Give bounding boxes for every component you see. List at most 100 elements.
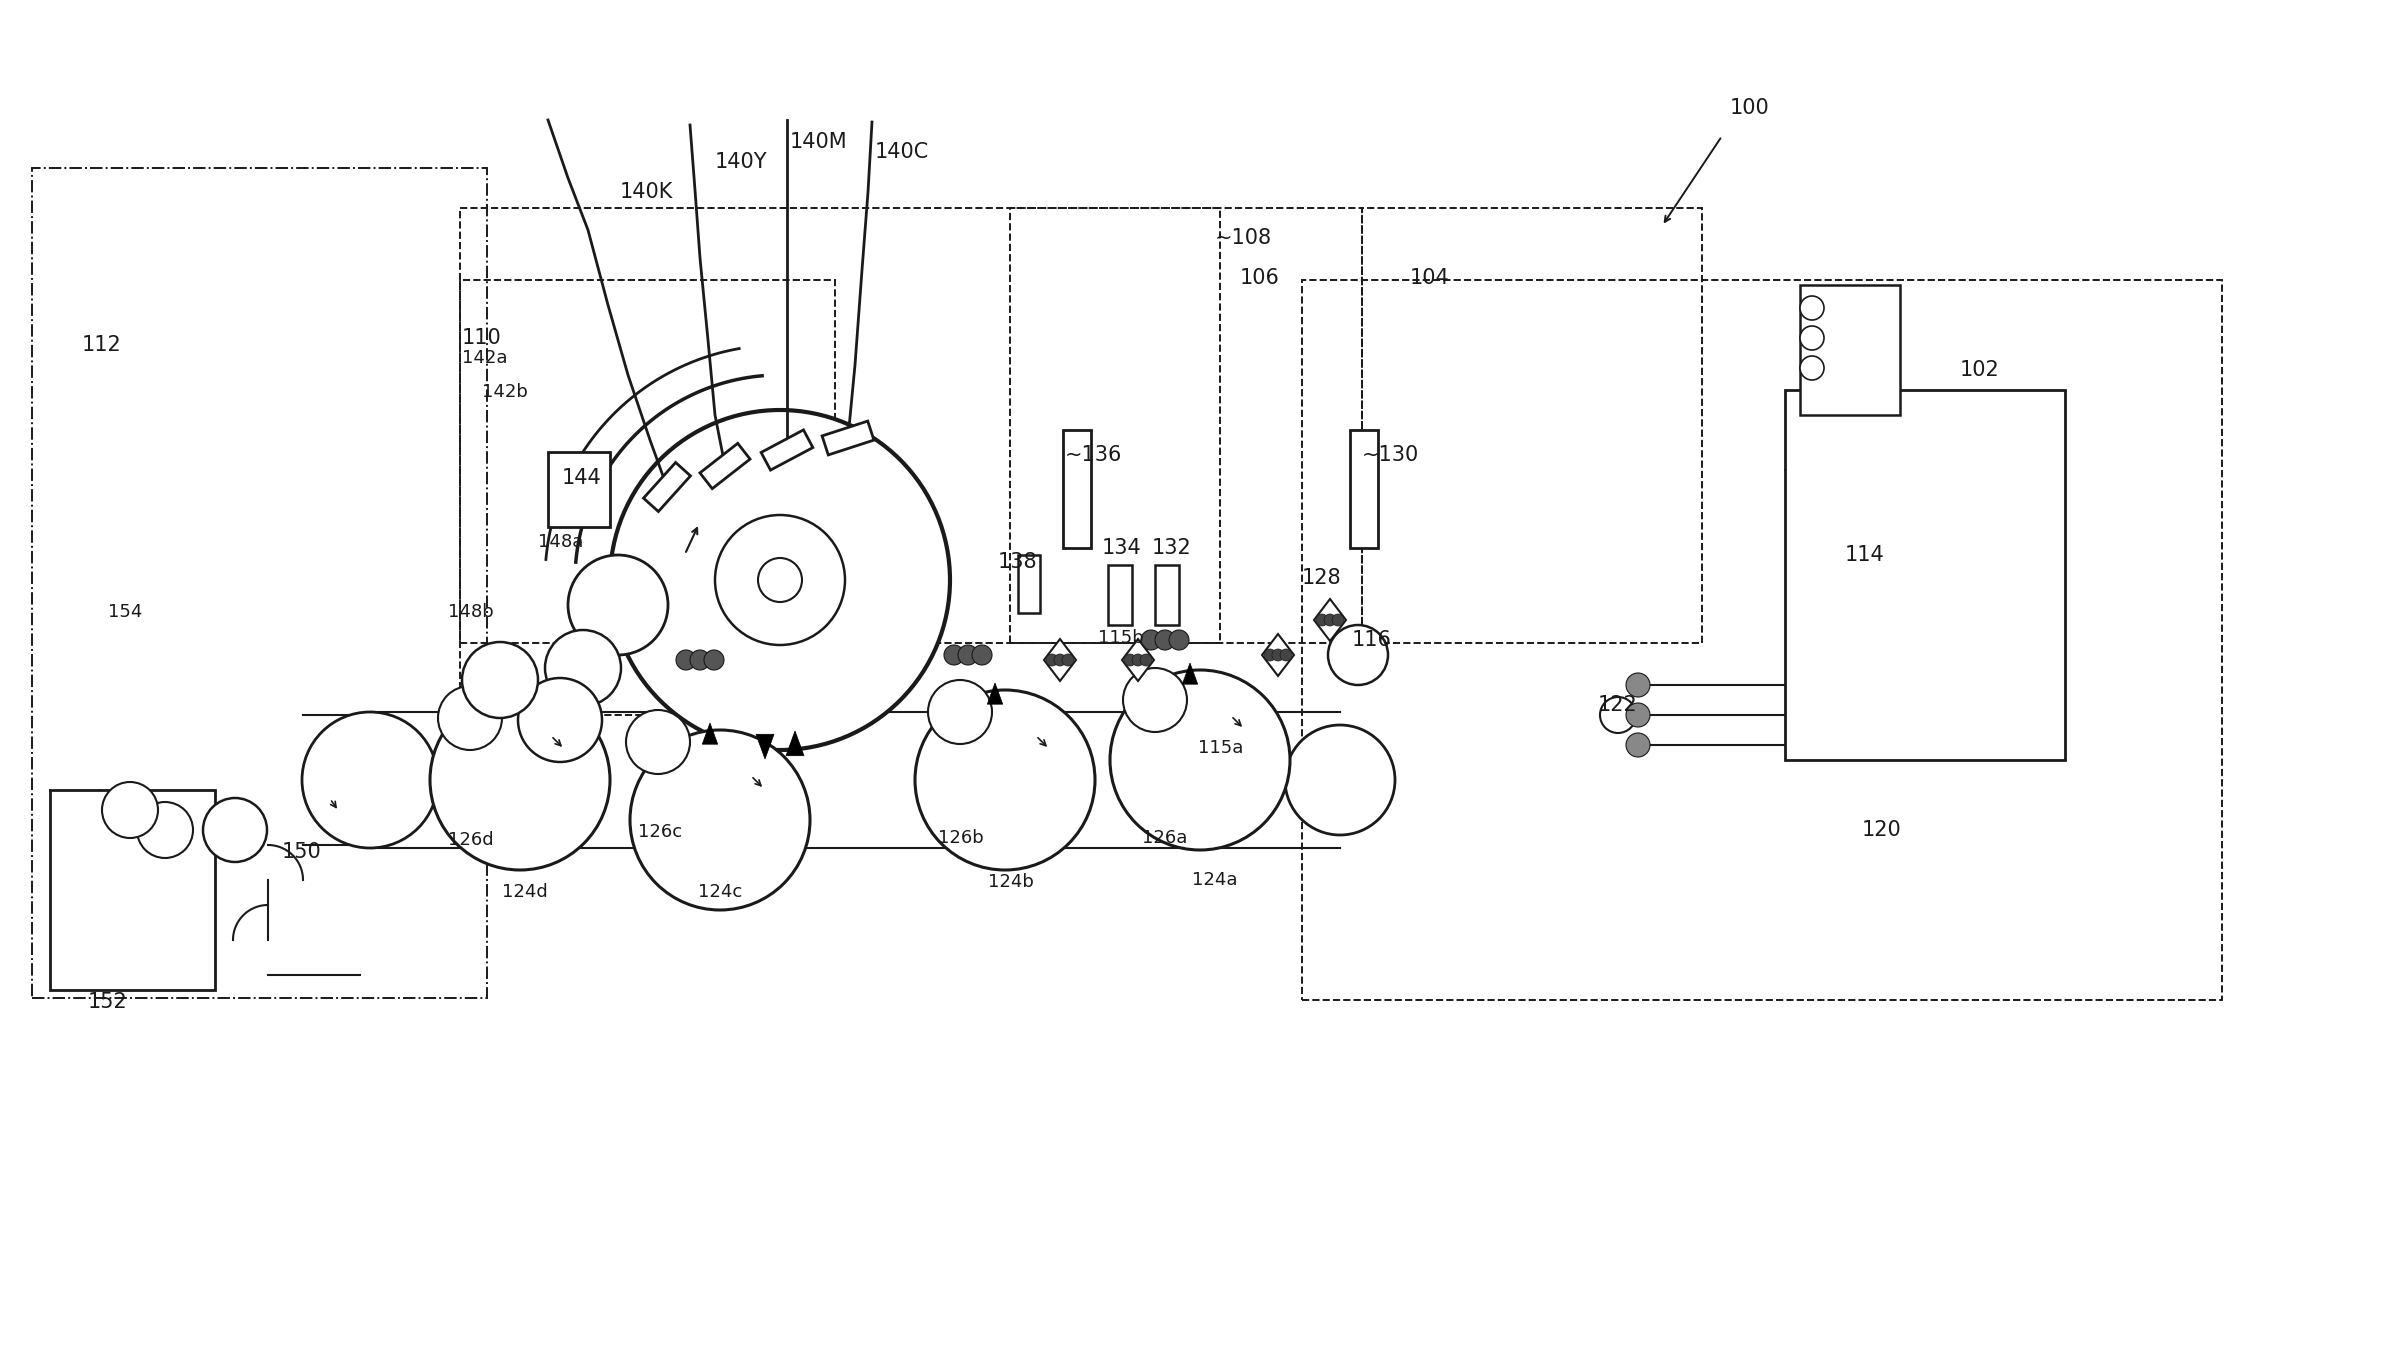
Bar xyxy=(50,790,216,990)
Text: 124d: 124d xyxy=(503,883,549,900)
Circle shape xyxy=(1799,356,1823,379)
Circle shape xyxy=(429,690,611,869)
Circle shape xyxy=(103,782,158,838)
Polygon shape xyxy=(702,724,719,744)
Bar xyxy=(1107,566,1131,625)
Text: 134: 134 xyxy=(1102,539,1143,558)
Bar xyxy=(1361,208,1701,643)
Text: 142a: 142a xyxy=(462,350,508,367)
Circle shape xyxy=(1325,614,1337,626)
Circle shape xyxy=(973,645,992,666)
Circle shape xyxy=(1124,668,1186,732)
Text: 110: 110 xyxy=(462,328,501,348)
Text: 140Y: 140Y xyxy=(714,153,767,171)
Polygon shape xyxy=(822,421,875,455)
Polygon shape xyxy=(987,683,1002,705)
Text: 124c: 124c xyxy=(697,883,743,900)
Circle shape xyxy=(1140,630,1162,649)
Text: 124a: 124a xyxy=(1191,871,1236,890)
Circle shape xyxy=(611,410,949,751)
Text: ~130: ~130 xyxy=(1361,446,1418,464)
Text: 120: 120 xyxy=(1862,819,1902,840)
Text: 102: 102 xyxy=(1960,360,2001,379)
Circle shape xyxy=(1601,697,1636,733)
Text: 152: 152 xyxy=(89,992,127,1012)
Circle shape xyxy=(1279,649,1291,662)
Circle shape xyxy=(944,645,963,666)
Text: 126c: 126c xyxy=(637,824,683,841)
Circle shape xyxy=(630,730,810,910)
Text: 142b: 142b xyxy=(482,383,527,401)
Circle shape xyxy=(462,643,539,718)
Circle shape xyxy=(927,680,992,744)
Bar xyxy=(1018,555,1040,613)
Circle shape xyxy=(1315,614,1327,626)
Text: 115b: 115b xyxy=(1097,629,1143,647)
Circle shape xyxy=(302,711,438,848)
Bar xyxy=(1155,566,1179,625)
Circle shape xyxy=(1799,325,1823,350)
Polygon shape xyxy=(1121,639,1155,680)
Text: 100: 100 xyxy=(1730,99,1771,117)
Circle shape xyxy=(1799,296,1823,320)
Circle shape xyxy=(1054,653,1066,666)
Circle shape xyxy=(1047,653,1059,666)
Text: ~108: ~108 xyxy=(1215,228,1272,248)
Text: 128: 128 xyxy=(1301,568,1342,589)
Circle shape xyxy=(1061,653,1073,666)
Polygon shape xyxy=(645,463,690,512)
Circle shape xyxy=(958,645,978,666)
Text: 122: 122 xyxy=(1598,695,1639,716)
Text: 148a: 148a xyxy=(539,533,582,551)
Text: 144: 144 xyxy=(563,468,601,487)
Bar xyxy=(1064,431,1090,548)
Circle shape xyxy=(438,686,503,751)
Circle shape xyxy=(204,798,266,863)
Circle shape xyxy=(714,514,846,645)
Circle shape xyxy=(518,678,601,761)
Circle shape xyxy=(1327,625,1387,684)
Polygon shape xyxy=(762,429,812,470)
Text: 140K: 140K xyxy=(621,182,673,202)
Text: 140M: 140M xyxy=(791,132,848,153)
Text: 132: 132 xyxy=(1152,539,1191,558)
Circle shape xyxy=(568,555,668,655)
Text: 126a: 126a xyxy=(1143,829,1188,846)
Bar xyxy=(549,452,611,526)
Circle shape xyxy=(1627,674,1651,697)
Circle shape xyxy=(1265,649,1277,662)
Circle shape xyxy=(1131,653,1143,666)
Text: 154: 154 xyxy=(108,603,141,621)
Text: 138: 138 xyxy=(999,552,1037,572)
Circle shape xyxy=(1169,630,1188,649)
Polygon shape xyxy=(786,730,805,756)
Text: 115a: 115a xyxy=(1198,738,1244,757)
Text: 112: 112 xyxy=(81,335,122,355)
Circle shape xyxy=(1124,653,1136,666)
Text: ~136: ~136 xyxy=(1064,446,1121,464)
Polygon shape xyxy=(1045,639,1076,680)
Text: 150: 150 xyxy=(283,842,321,863)
Circle shape xyxy=(1627,733,1651,757)
Text: 114: 114 xyxy=(1845,545,1886,566)
Text: 126b: 126b xyxy=(937,829,985,846)
Bar xyxy=(460,279,834,716)
Circle shape xyxy=(1140,653,1152,666)
Circle shape xyxy=(137,802,194,859)
Circle shape xyxy=(1284,725,1394,836)
Text: 126d: 126d xyxy=(448,832,494,849)
Polygon shape xyxy=(757,734,774,759)
Circle shape xyxy=(625,710,690,774)
Text: 116: 116 xyxy=(1351,630,1392,649)
Circle shape xyxy=(1627,703,1651,728)
Circle shape xyxy=(757,558,803,602)
Circle shape xyxy=(704,649,724,670)
Text: 148b: 148b xyxy=(448,603,494,621)
Text: 104: 104 xyxy=(1409,269,1450,288)
Text: 106: 106 xyxy=(1241,269,1279,288)
Text: 140C: 140C xyxy=(875,142,930,162)
Bar xyxy=(460,208,1220,643)
Bar xyxy=(31,167,486,998)
Polygon shape xyxy=(1263,634,1294,676)
Bar xyxy=(1011,208,1361,643)
